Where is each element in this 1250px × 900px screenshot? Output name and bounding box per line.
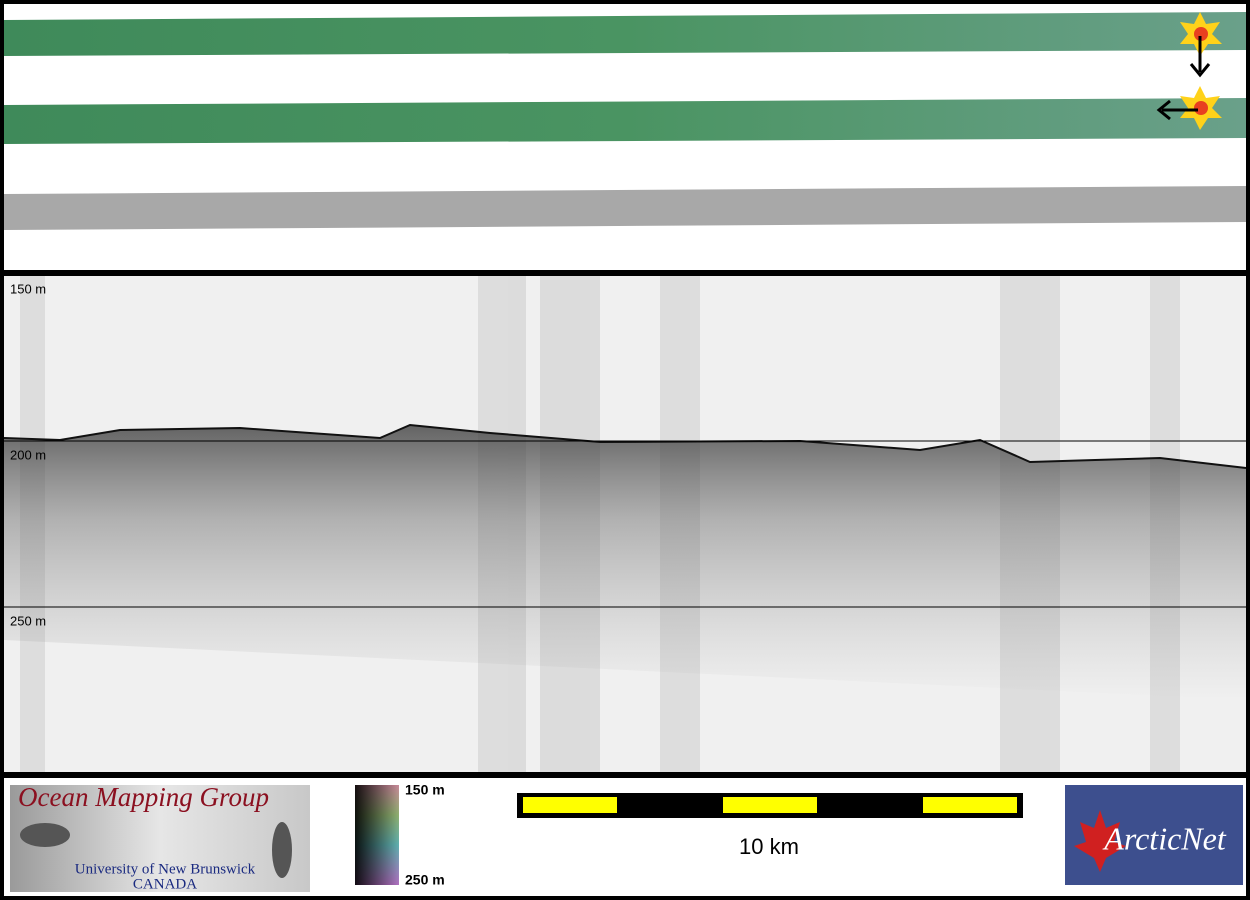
omg-title: Ocean Mapping Group [18, 782, 269, 812]
omg-logo-shape [272, 822, 292, 878]
swath-strip [4, 98, 1246, 144]
maple-leaf [1074, 810, 1126, 872]
omg-country: CANADA [133, 876, 197, 892]
sediment [4, 425, 1246, 700]
depth-label: 200 m [10, 447, 46, 462]
colorbar-label: 250 m [405, 872, 445, 888]
arcticnet-label: ArcticNet [1102, 820, 1227, 856]
backscatter-strip [4, 186, 1246, 230]
scale-bar-label: 10 km [739, 834, 799, 859]
scale-bar-segment [523, 797, 617, 813]
swath-strip [4, 12, 1246, 56]
direction-arrowhead [1156, 99, 1171, 121]
scale-bar-segment [923, 797, 1017, 813]
scale-bar-segment [723, 797, 817, 813]
colorbar-shade [355, 785, 399, 885]
seafloor [3, 423, 1247, 469]
depth-label: 250 m [10, 613, 46, 628]
start-marker-dot [1194, 27, 1208, 41]
omg-subtitle: University of New Brunswick [75, 861, 256, 877]
end-marker-dot [1194, 101, 1208, 115]
direction-arrowhead [1189, 63, 1211, 78]
colorbar-label: 150 m [405, 782, 445, 798]
omg-logo-shape [20, 823, 70, 847]
depth-label: 150 m [10, 281, 46, 296]
